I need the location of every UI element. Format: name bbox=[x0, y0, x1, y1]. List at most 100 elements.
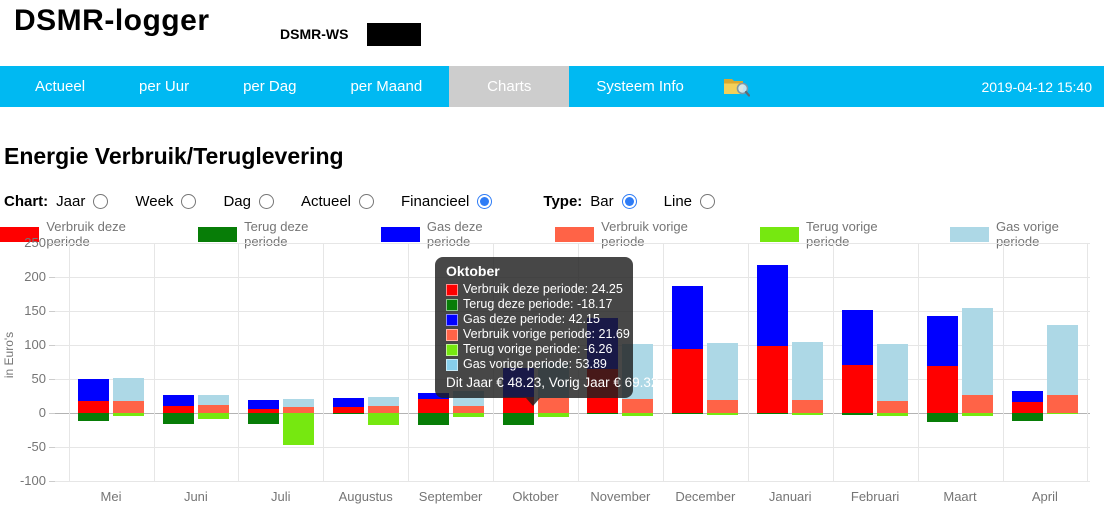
radio-option-jaar[interactable]: Jaar bbox=[56, 193, 109, 210]
y-tick-mark bbox=[49, 243, 55, 244]
bar-december-terug-vorige-periode[interactable] bbox=[707, 413, 739, 416]
radio-option-financieel[interactable]: Financieel bbox=[401, 193, 493, 210]
radio-input-financieel[interactable] bbox=[477, 193, 493, 209]
gridline-vertical bbox=[153, 243, 155, 481]
bar-december-verbruik-vorige-periode[interactable] bbox=[707, 399, 739, 413]
bar-november-verbruik-vorige-periode[interactable] bbox=[622, 399, 654, 413]
bar-juni-verbruik-vorige-periode[interactable] bbox=[197, 404, 229, 413]
bar-april-terug-vorige-periode[interactable] bbox=[1046, 413, 1078, 414]
bar-oktober-verbruik-vorige-periode[interactable] bbox=[537, 398, 569, 413]
radio-option-label: Bar bbox=[590, 192, 614, 210]
bar-augustus-verbruik-vorige-periode[interactable] bbox=[367, 405, 399, 413]
bar-februari-verbruik-deze-periode[interactable] bbox=[842, 364, 874, 413]
fsexplorer-icon[interactable] bbox=[723, 76, 750, 97]
bar-oktober-terug-deze-periode[interactable] bbox=[502, 413, 534, 426]
nav-item-per-uur[interactable]: per Uur bbox=[139, 78, 190, 95]
bar-september-verbruik-deze-periode[interactable] bbox=[417, 399, 449, 413]
x-axis-label-januari: Januari bbox=[768, 489, 812, 504]
bar-november-terug-deze-periode[interactable] bbox=[587, 413, 619, 414]
bar-september-gas-deze-periode[interactable] bbox=[417, 392, 449, 400]
bar-maart-terug-vorige-periode[interactable] bbox=[962, 413, 993, 417]
bar-maart-verbruik-deze-periode[interactable] bbox=[927, 366, 958, 413]
bar-september-terug-vorige-periode[interactable] bbox=[452, 413, 484, 418]
legend-item-verbruik-vorige-periode[interactable]: Verbruik vorige periode bbox=[554, 219, 733, 249]
bar-juni-gas-vorige-periode[interactable] bbox=[197, 394, 229, 405]
bar-augustus-gas-vorige-periode[interactable] bbox=[367, 397, 399, 406]
bar-juli-verbruik-vorige-periode[interactable] bbox=[282, 406, 314, 413]
legend-item-terug-vorige-periode[interactable]: Terug vorige periode bbox=[759, 219, 923, 249]
bar-februari-verbruik-vorige-periode[interactable] bbox=[877, 400, 909, 413]
bar-januari-terug-vorige-periode[interactable] bbox=[792, 413, 824, 415]
legend-item-gas-vorige-periode[interactable]: Gas vorige periode bbox=[949, 219, 1104, 249]
bar-augustus-verbruik-deze-periode[interactable] bbox=[332, 406, 364, 413]
bar-april-gas-deze-periode[interactable] bbox=[1011, 390, 1043, 402]
radio-input-dag[interactable] bbox=[258, 193, 274, 209]
bar-augustus-gas-deze-periode[interactable] bbox=[332, 398, 364, 407]
bar-maart-gas-deze-periode[interactable] bbox=[927, 315, 958, 367]
bar-mei-verbruik-vorige-periode[interactable] bbox=[113, 401, 144, 413]
nav-item-systeem-info[interactable]: Systeem Info bbox=[596, 78, 684, 95]
bar-april-terug-deze-periode[interactable] bbox=[1011, 413, 1043, 422]
bar-januari-verbruik-deze-periode[interactable] bbox=[757, 345, 789, 413]
bar-mei-gas-vorige-periode[interactable] bbox=[113, 377, 144, 402]
bar-juli-gas-vorige-periode[interactable] bbox=[282, 398, 314, 407]
y-tick-mark bbox=[49, 447, 55, 448]
legend-item-terug-deze-periode[interactable]: Terug deze periode bbox=[197, 219, 354, 249]
bar-september-verbruik-vorige-periode[interactable] bbox=[452, 405, 484, 413]
radio-input-bar[interactable] bbox=[621, 193, 637, 209]
nav-item-per-dag[interactable]: per Dag bbox=[243, 78, 297, 95]
bar-mei-verbruik-deze-periode[interactable] bbox=[78, 401, 109, 413]
bar-januari-gas-vorige-periode[interactable] bbox=[792, 341, 824, 400]
bar-juli-verbruik-deze-periode[interactable] bbox=[247, 408, 279, 413]
bar-december-gas-vorige-periode[interactable] bbox=[707, 343, 739, 400]
bar-juni-verbruik-deze-periode[interactable] bbox=[162, 405, 194, 413]
bar-augustus-terug-deze-periode[interactable] bbox=[332, 413, 364, 414]
bar-april-verbruik-vorige-periode[interactable] bbox=[1046, 394, 1078, 413]
bar-april-gas-vorige-periode[interactable] bbox=[1046, 324, 1078, 395]
bar-juli-terug-deze-periode[interactable] bbox=[247, 413, 279, 424]
nav-item-actueel[interactable]: Actueel bbox=[35, 78, 86, 95]
bar-maart-terug-deze-periode[interactable] bbox=[927, 413, 958, 422]
bar-juni-terug-deze-periode[interactable] bbox=[162, 413, 194, 424]
radio-option-actueel[interactable]: Actueel bbox=[301, 193, 375, 210]
radio-option-week[interactable]: Week bbox=[135, 193, 197, 210]
bar-juni-terug-vorige-periode[interactable] bbox=[197, 413, 229, 420]
bar-maart-gas-vorige-periode[interactable] bbox=[962, 308, 993, 395]
legend-item-gas-deze-periode[interactable]: Gas deze periode bbox=[380, 219, 528, 249]
y-axis-label-200: 200 bbox=[24, 269, 46, 284]
bar-mei-gas-deze-periode[interactable] bbox=[78, 378, 109, 402]
radio-input-week[interactable] bbox=[181, 193, 197, 209]
nav-item-charts[interactable]: Charts bbox=[449, 66, 570, 107]
bar-december-verbruik-deze-periode[interactable] bbox=[672, 349, 704, 413]
bar-februari-gas-vorige-periode[interactable] bbox=[877, 344, 909, 401]
bar-januari-terug-deze-periode[interactable] bbox=[757, 413, 789, 415]
bar-maart-verbruik-vorige-periode[interactable] bbox=[962, 394, 993, 413]
bar-augustus-terug-vorige-periode[interactable] bbox=[367, 413, 399, 426]
bar-juni-gas-deze-periode[interactable] bbox=[162, 395, 194, 406]
bar-januari-gas-deze-periode[interactable] bbox=[757, 265, 789, 346]
bar-november-terug-vorige-periode[interactable] bbox=[622, 413, 654, 417]
bar-januari-verbruik-vorige-periode[interactable] bbox=[792, 399, 824, 413]
bar-oktober-terug-vorige-periode[interactable] bbox=[537, 413, 569, 418]
bar-juli-terug-vorige-periode[interactable] bbox=[282, 413, 314, 445]
radio-input-actueel[interactable] bbox=[359, 193, 375, 209]
radio-option-dag[interactable]: Dag bbox=[223, 193, 274, 210]
radio-option-bar[interactable]: Bar bbox=[590, 192, 637, 210]
legend-item-verbruik-deze-periode[interactable]: Verbruik deze periode bbox=[0, 219, 171, 249]
bar-september-terug-deze-periode[interactable] bbox=[417, 413, 449, 426]
bar-juli-gas-deze-periode[interactable] bbox=[247, 400, 279, 409]
bar-februari-terug-deze-periode[interactable] bbox=[842, 413, 874, 416]
bar-december-gas-deze-periode[interactable] bbox=[672, 285, 704, 350]
bar-mei-terug-deze-periode[interactable] bbox=[78, 413, 109, 422]
radio-input-line[interactable] bbox=[700, 193, 715, 209]
bar-mei-terug-vorige-periode[interactable] bbox=[113, 413, 144, 417]
radio-input-jaar[interactable] bbox=[93, 193, 109, 209]
bar-oktober-verbruik-deze-periode[interactable] bbox=[502, 396, 534, 413]
bar-februari-gas-deze-periode[interactable] bbox=[842, 309, 874, 365]
radio-option-line[interactable]: Line bbox=[664, 193, 715, 210]
bar-april-verbruik-deze-periode[interactable] bbox=[1011, 401, 1043, 413]
nav-item-per-maand[interactable]: per Maand bbox=[350, 78, 423, 95]
bar-december-terug-deze-periode[interactable] bbox=[672, 413, 704, 415]
bar-februari-terug-vorige-periode[interactable] bbox=[877, 413, 909, 417]
